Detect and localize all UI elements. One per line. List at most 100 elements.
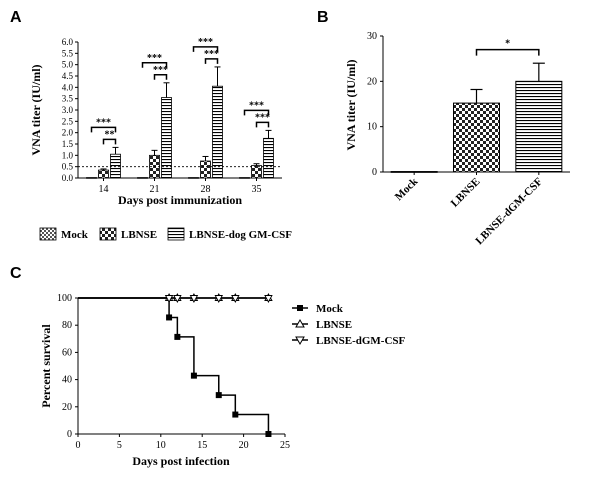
panel-a-bar <box>239 177 250 179</box>
panel-c-chart: 0 20 40 60 80 100 0 5 10 15 20 25 <box>57 293 290 451</box>
panel-c-point-dgm <box>164 295 174 303</box>
panel-c-y-title: Percent survival <box>39 324 53 408</box>
panel-c-y-tick-label: 40 <box>62 375 72 386</box>
panel-a-significance-bracket <box>102 138 117 145</box>
panel-c-point-mock <box>190 372 197 379</box>
panel-b-bar <box>453 102 500 173</box>
panel-a-y-tick-label: 0.0 <box>62 173 74 183</box>
legend-c-mock-label: Mock <box>316 303 344 315</box>
panel-c-x-tick-label: 20 <box>239 440 249 451</box>
legend-c-lbnse-label: LBNSE <box>316 319 352 331</box>
panel-c-series-line <box>78 297 270 434</box>
panel-a-significance-label: *** <box>147 53 162 64</box>
panel-c-y-tick-label: 80 <box>62 320 72 331</box>
panel-letter-c: C <box>10 265 22 282</box>
panel-a-bar <box>98 169 109 179</box>
panel-a-significance-label: *** <box>255 112 270 123</box>
panel-c-point-mock <box>232 411 239 418</box>
panel-a-bar <box>188 177 199 179</box>
panel-c-point-mock <box>215 392 222 399</box>
panel-a-x-title: Days post immunization <box>118 193 242 207</box>
panel-c-point-mock <box>265 431 272 437</box>
panel-c-point-dgm <box>214 295 224 303</box>
panel-a-significance-label: *** <box>204 49 219 60</box>
panel-c-point-mock <box>174 333 181 340</box>
panel-a-y-tick-label: 2.5 <box>62 116 74 126</box>
panel-a-y-tick-label: 2.0 <box>62 128 74 138</box>
panel-a-bar <box>137 177 148 179</box>
legend-lbnse-swatch <box>99 227 117 241</box>
panel-a-significance-label: *** <box>198 37 213 48</box>
panel-a-significance-bracket <box>153 74 168 80</box>
panel-c-point-dgm <box>173 295 182 303</box>
panel-b-significance-label: * <box>505 39 510 50</box>
panel-a-y-tick-label: 3.0 <box>62 105 74 115</box>
panel-c-y-tick-label: 20 <box>62 402 72 413</box>
panel-a-significance-bracket <box>192 46 219 52</box>
panel-a-significance-label: ** <box>105 129 115 140</box>
legend-gm-label: LBNSE-dog GM-CSF <box>189 229 292 241</box>
panel-a-y-tick-label: 4.0 <box>62 82 74 92</box>
panel-a-x-tick-label: 28 <box>201 184 211 195</box>
panel-b-y-tick-label: 30 <box>367 31 377 42</box>
panel-a-significance-bracket <box>243 109 270 116</box>
panel-b-significance-bracket <box>475 48 540 56</box>
panel-a-bar <box>263 137 274 179</box>
panel-b-y-tick-label: 10 <box>367 122 377 133</box>
panel-c-point-mock <box>166 314 173 321</box>
panel-a-significance-label: *** <box>96 117 111 128</box>
panel-a-y-tick-label: 6.0 <box>62 37 74 47</box>
panel-c-x-tick-label: 10 <box>156 440 166 451</box>
legend-c-dgm-label: LBNSE-dGM-CSF <box>316 335 406 347</box>
panel-a-bar <box>200 160 211 179</box>
legend-c-lbnse-marker <box>295 318 305 328</box>
panel-b-y-title: VNA titer (IU/ml) <box>344 59 358 150</box>
panel-c-y-tick-label: 60 <box>62 347 72 358</box>
panel-c-x-tick-label: 25 <box>280 440 290 451</box>
panel-a-bar <box>212 85 223 179</box>
panel-a-significance-bracket <box>255 121 270 128</box>
panel-a-significance-bracket <box>141 62 168 68</box>
panel-a-bar <box>86 177 97 179</box>
panel-a-significance-label: *** <box>153 65 168 76</box>
panel-a-y-title: VNA titer (IU/ml) <box>29 64 43 155</box>
panel-letter-a: A <box>10 9 22 26</box>
legend-c-dgm-marker <box>295 336 305 346</box>
panel-a-significance-label: *** <box>249 100 264 111</box>
panel-c-x-tick-label: 5 <box>117 440 122 451</box>
legend-mock-swatch <box>39 227 57 241</box>
panel-c-x-tick-label: 0 <box>76 440 81 451</box>
panel-a-significance-bracket <box>90 126 117 133</box>
panel-a-y-tick-label: 1.5 <box>62 139 74 149</box>
panel-a-y-tick-label: 5.5 <box>62 48 74 58</box>
panel-c-x-tick-label: 15 <box>197 440 207 451</box>
panel-a-y-tick-label: 1.0 <box>62 150 74 160</box>
panel-a-y-tick-label: 4.5 <box>62 71 74 81</box>
panel-a-bar <box>161 97 172 179</box>
panel-b-bar <box>515 80 563 173</box>
legend-c-mock-marker <box>297 305 303 311</box>
legend-lbnse-label: LBNSE <box>121 229 157 241</box>
legend-gm-swatch <box>167 227 185 241</box>
panel-c-point-dgm <box>264 295 273 303</box>
panel-b-x-tick-label: LBNSE <box>449 176 483 210</box>
legend-mock-label: Mock <box>61 229 89 241</box>
panel-a-x-tick-label: 35 <box>252 184 262 195</box>
panel-a-y-tick-label: 0.5 <box>62 162 74 172</box>
panel-a-bar <box>110 153 121 179</box>
panel-a-significance-bracket <box>204 58 219 64</box>
panel-b-y-tick-label: 20 <box>367 76 377 87</box>
panel-a-x-tick-label: 21 <box>150 184 160 195</box>
panel-b-x-tick-label: LBNSE-dGM-CSF <box>473 175 545 247</box>
panel-a-x-tick-label: 14 <box>99 184 109 195</box>
panel-c-point-dgm <box>231 295 240 303</box>
panel-c-x-title: Days post infection <box>132 454 230 468</box>
panel-letter-b: B <box>317 9 329 26</box>
panel-b-x-tick-label: Mock <box>393 175 421 203</box>
panel-c-y-tick-label: 100 <box>57 293 72 304</box>
panel-a-chart: 0.00.5 1.01.52.0 2.53.03.5 4.04.55.0 5.56.0 1… <box>62 37 282 195</box>
panel-c-y-tick-label: 0 <box>67 429 72 440</box>
panel-a-legend: Mock LBNSE LBNSE-dog GM-CSF <box>39 227 292 241</box>
